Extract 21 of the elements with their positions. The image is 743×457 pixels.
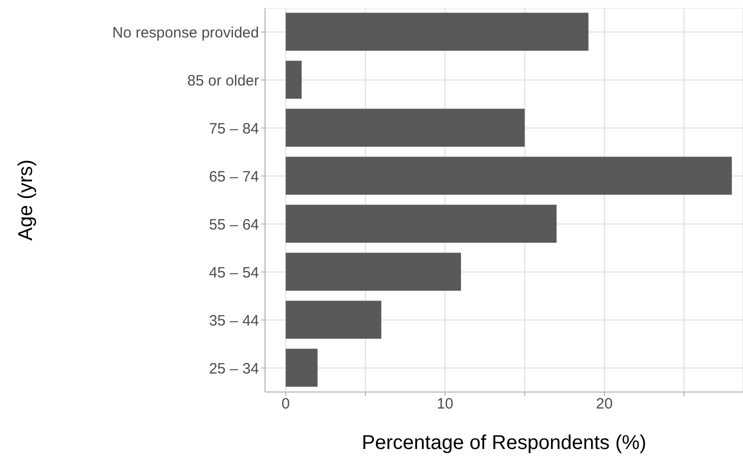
y-tick-label: 35 – 44	[208, 312, 259, 330]
bar	[286, 204, 557, 243]
bar	[286, 252, 461, 291]
x-axis-title: Percentage of Respondents (%)	[362, 432, 646, 454]
bar	[286, 60, 302, 99]
y-tick-label: 25 – 34	[208, 360, 259, 378]
bar	[286, 108, 525, 147]
y-tick-label: 85 or older	[187, 72, 259, 90]
x-tick-label: 10	[436, 396, 454, 413]
y-tick-label: No response provided	[112, 24, 259, 42]
x-tick-label: 0	[282, 396, 290, 413]
y-tick-label: 45 – 54	[208, 264, 259, 282]
y-tick-label: 75 – 84	[208, 120, 259, 138]
bar	[286, 300, 382, 339]
bar	[286, 348, 318, 387]
bar	[286, 156, 732, 195]
y-axis-title: Age (yrs)	[15, 159, 38, 241]
y-tick-label: 65 – 74	[208, 168, 259, 186]
bar	[286, 12, 588, 51]
y-tick-label: 55 – 64	[208, 216, 259, 234]
x-tick-label: 20	[596, 396, 613, 413]
